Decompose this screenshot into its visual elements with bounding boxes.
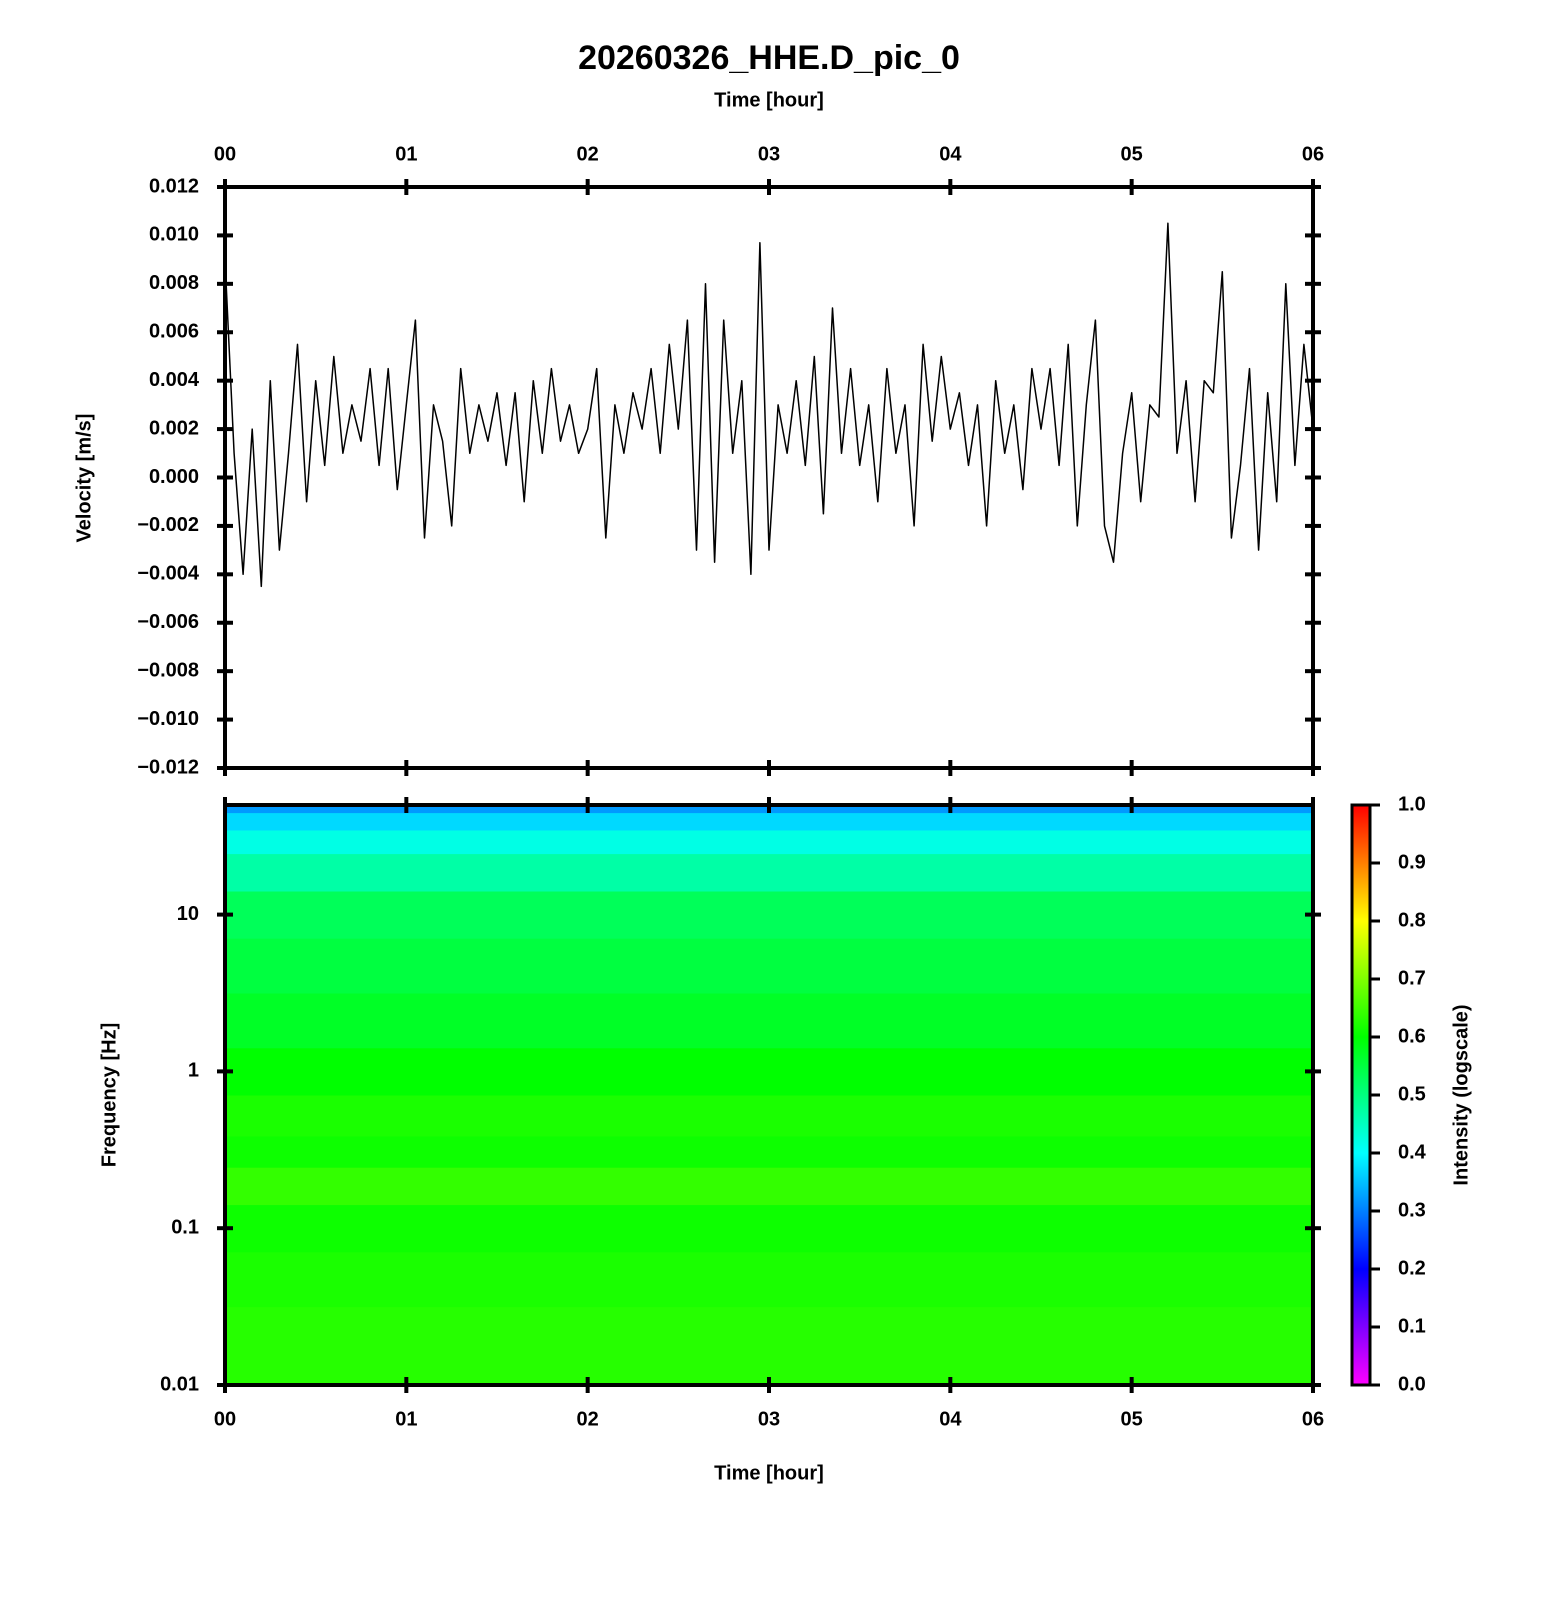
y-tick-label: 0.008 (149, 272, 199, 294)
colorbar-tick-label: 0.1 (1398, 1315, 1426, 1337)
colorbar-tick-label: 0.9 (1398, 851, 1426, 873)
colorbar (1350, 803, 1372, 1387)
y-tick-label: 0.012 (149, 175, 199, 197)
colorbar-label: Intensity (logscale) (1450, 1004, 1472, 1185)
x-tick-label: 06 (1302, 143, 1324, 165)
waveform (224, 222, 1314, 588)
y-tick-label: 0.004 (149, 369, 200, 391)
colorbar-tick-label: 0.0 (1398, 1373, 1426, 1395)
x-axis-label: Time [hour] (714, 1462, 824, 1484)
y-axis-label: Velocity [m/s] (73, 414, 95, 543)
colorbar-tick-label: 0.6 (1398, 1025, 1426, 1047)
spectrogram-band (225, 992, 1313, 1049)
spectrogram-band (225, 1306, 1313, 1362)
x-axis-label: Time [hour] (714, 89, 824, 111)
y-tick-label: 0.006 (149, 321, 199, 343)
y-tick-label: 0.002 (149, 417, 199, 439)
y-tick-label: 0.01 (160, 1373, 199, 1395)
x-tick-label: 01 (395, 1408, 417, 1430)
x-tick-label: 00 (214, 143, 236, 165)
x-tick-label: 03 (758, 1408, 780, 1430)
spectrogram-band (225, 1047, 1313, 1096)
colorbar-tick-label: 0.8 (1398, 909, 1426, 931)
spectrogram-band (225, 812, 1313, 831)
colorbar-tick-label: 0.7 (1398, 967, 1426, 989)
x-tick-label: 02 (577, 1408, 599, 1430)
y-tick-label: −0.002 (137, 514, 199, 536)
y-tick-label: 0.1 (171, 1216, 199, 1238)
colorbar-tick-label: 0.5 (1398, 1083, 1426, 1105)
x-tick-label: 05 (1121, 143, 1143, 165)
x-tick-label: 05 (1121, 1408, 1143, 1430)
y-tick-label: 1 (188, 1060, 199, 1082)
spectrogram-band (225, 890, 1313, 939)
spectrogram-band (225, 853, 1313, 892)
chart-title: 20260326_HHE.D_pic_0 (578, 39, 960, 77)
colorbar-tick-label: 0.3 (1398, 1199, 1426, 1221)
spectrogram-band (225, 1167, 1313, 1206)
spectrogram-band (225, 938, 1313, 994)
colorbar-tick-label: 0.4 (1398, 1141, 1427, 1163)
x-tick-label: 02 (577, 143, 599, 165)
y-tick-label: −0.008 (137, 659, 199, 681)
spectrogram-band (225, 1095, 1313, 1137)
y-tick-label: 0.000 (149, 466, 199, 488)
y-tick-label: −0.006 (137, 611, 199, 633)
spectrogram-band (225, 1251, 1313, 1308)
colorbar-tick-label: 1.0 (1398, 793, 1426, 815)
x-tick-label: 01 (395, 143, 417, 165)
y-tick-label: −0.012 (137, 756, 199, 778)
x-tick-label: 04 (939, 1408, 962, 1430)
x-tick-label: 03 (758, 143, 780, 165)
plot-frame (223, 185, 1315, 770)
spectrogram-band (225, 1204, 1313, 1253)
spectrogram-band (225, 1135, 1313, 1168)
y-axis-label: Frequency [Hz] (98, 1023, 120, 1167)
x-tick-label: 04 (939, 143, 962, 165)
spectrogram-band (225, 829, 1313, 855)
y-tick-label: −0.010 (137, 708, 199, 730)
x-tick-label: 06 (1302, 1408, 1324, 1430)
y-tick-label: 10 (177, 903, 199, 925)
y-tick-label: −0.004 (137, 563, 200, 585)
y-tick-label: 0.010 (149, 224, 199, 246)
x-tick-label: 00 (214, 1408, 236, 1430)
colorbar-tick-label: 0.2 (1398, 1257, 1426, 1279)
